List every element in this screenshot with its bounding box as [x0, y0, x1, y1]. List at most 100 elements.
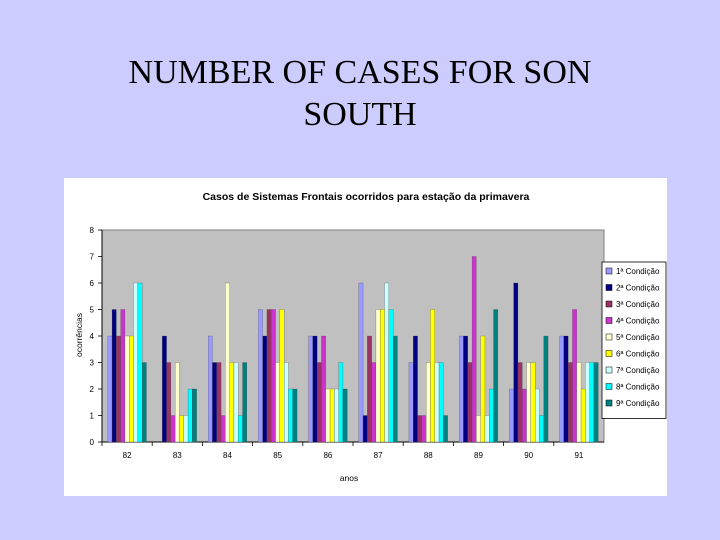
slide-title: NUMBER OF CASES FOR SON SOUTH — [0, 52, 720, 136]
bar-85-series-6 — [279, 309, 285, 443]
bar-90-series-4 — [522, 388, 527, 443]
bar-88-series-7 — [434, 362, 440, 443]
bar-86-series-6 — [329, 388, 335, 443]
bar-86-series-2 — [312, 335, 318, 443]
bar-89-series-1 — [459, 335, 464, 443]
bar-88-series-2 — [413, 335, 418, 443]
bar-88-series-3 — [417, 415, 422, 443]
bar-90-series-6 — [530, 362, 536, 443]
bar-90-series-7 — [535, 388, 540, 443]
legend-box — [601, 261, 667, 419]
bar-88-series-5 — [426, 362, 431, 443]
x-tick-label: 84 — [223, 451, 232, 460]
bar-84-series-9 — [242, 362, 247, 443]
x-tick-label: 91 — [574, 451, 583, 460]
bar-89-series-7 — [484, 415, 490, 443]
bar-87-series-3 — [367, 335, 372, 443]
y-tick-label: 8 — [90, 226, 95, 235]
y-tick-label: 6 — [90, 279, 95, 288]
bar-89-series-4 — [471, 256, 477, 443]
bar-90-series-8 — [539, 415, 544, 443]
bar-91-series-2 — [563, 335, 569, 443]
bar-82-series-7 — [133, 282, 138, 443]
bar-86-series-3 — [317, 362, 322, 443]
legend-swatch — [605, 267, 613, 275]
bar-87-series-1 — [358, 282, 364, 443]
bar-83-series-2 — [162, 335, 167, 443]
bar-84-series-2 — [212, 362, 217, 443]
bar-90-series-5 — [526, 362, 531, 443]
bar-85-series-5 — [275, 362, 280, 443]
legend-label: 9ª Condição — [616, 399, 660, 408]
bar-89-series-8 — [489, 388, 494, 443]
bar-91-series-7 — [585, 362, 590, 443]
x-tick-label: 88 — [424, 451, 433, 460]
legend-label: 2ª Condição — [616, 284, 660, 293]
bar-83-series-6 — [179, 415, 184, 443]
chart-frame: Casos de Sistemas Frontais ocorridos par… — [64, 178, 667, 496]
legend-swatch — [605, 366, 613, 374]
x-axis-label: anos — [340, 473, 358, 483]
legend-swatch — [605, 350, 613, 357]
bar-82-series-3 — [116, 335, 121, 443]
bar-87-series-2 — [362, 415, 368, 443]
bar-85-series-4 — [271, 309, 276, 443]
bar-86-series-4 — [321, 335, 326, 443]
y-tick-label: 3 — [90, 359, 95, 368]
bar-83-series-3 — [166, 362, 171, 443]
x-tick-label: 89 — [474, 451, 483, 460]
bar-82-series-8 — [137, 282, 143, 443]
slide-title-line-2: SOUTH — [303, 96, 417, 133]
chart-title: Casos de Sistemas Frontais ocorridos par… — [203, 191, 530, 203]
bar-84-series-7 — [233, 362, 239, 443]
bar-87-series-6 — [380, 309, 385, 443]
bar-84-series-4 — [220, 415, 226, 443]
bar-91-series-9 — [593, 362, 599, 443]
bar-90-series-2 — [513, 282, 519, 443]
x-tick-label: 90 — [524, 451, 533, 460]
slide-title-line-1: NUMBER OF CASES FOR SON — [128, 54, 592, 91]
bar-85-series-1 — [258, 309, 263, 443]
x-tick-label: 83 — [173, 451, 182, 460]
bar-91-series-3 — [568, 362, 573, 443]
bar-83-series-5 — [175, 362, 180, 443]
bar-83-series-7 — [183, 415, 189, 443]
bar-87-series-4 — [371, 362, 377, 443]
bar-90-series-1 — [509, 388, 514, 443]
y-tick-label: 5 — [90, 306, 95, 315]
bar-84-series-8 — [238, 415, 243, 443]
legend-swatch — [605, 333, 613, 341]
legend-label: 7ª Condição — [616, 366, 660, 375]
bar-83-series-8 — [187, 388, 193, 443]
bar-86-series-1 — [308, 335, 313, 443]
bar-90-series-3 — [517, 362, 523, 443]
x-tick-label: 85 — [273, 451, 282, 460]
bar-86-series-8 — [338, 362, 344, 443]
bar-89-series-6 — [480, 335, 486, 443]
bar-88-series-6 — [430, 309, 435, 443]
bar-85-series-9 — [292, 388, 298, 443]
bar-91-series-6 — [580, 388, 586, 443]
x-tick-label: 87 — [374, 451, 383, 460]
legend-label: 6ª Condição — [616, 350, 660, 359]
bar-87-series-7 — [384, 282, 389, 443]
bar-83-series-4 — [170, 415, 176, 443]
bar-83-series-9 — [192, 388, 197, 443]
bar-89-series-2 — [463, 335, 468, 443]
bar-91-series-8 — [589, 362, 595, 443]
bar-91-series-1 — [559, 335, 564, 443]
legend-swatch — [605, 317, 613, 324]
bar-85-series-2 — [262, 335, 268, 443]
bar-82-series-5 — [124, 335, 130, 443]
bar-82-series-9 — [142, 362, 147, 443]
bar-84-series-3 — [216, 362, 222, 443]
bar-85-series-8 — [288, 388, 293, 443]
legend-swatch — [605, 383, 613, 390]
bar-88-series-4 — [421, 415, 427, 443]
bar-84-series-5 — [225, 282, 230, 443]
bar-82-series-1 — [107, 335, 113, 443]
legend-label: 3ª Condição — [616, 300, 660, 309]
bar-89-series-5 — [476, 415, 481, 443]
bar-89-series-9 — [493, 309, 498, 443]
bar-82-series-2 — [111, 309, 117, 443]
